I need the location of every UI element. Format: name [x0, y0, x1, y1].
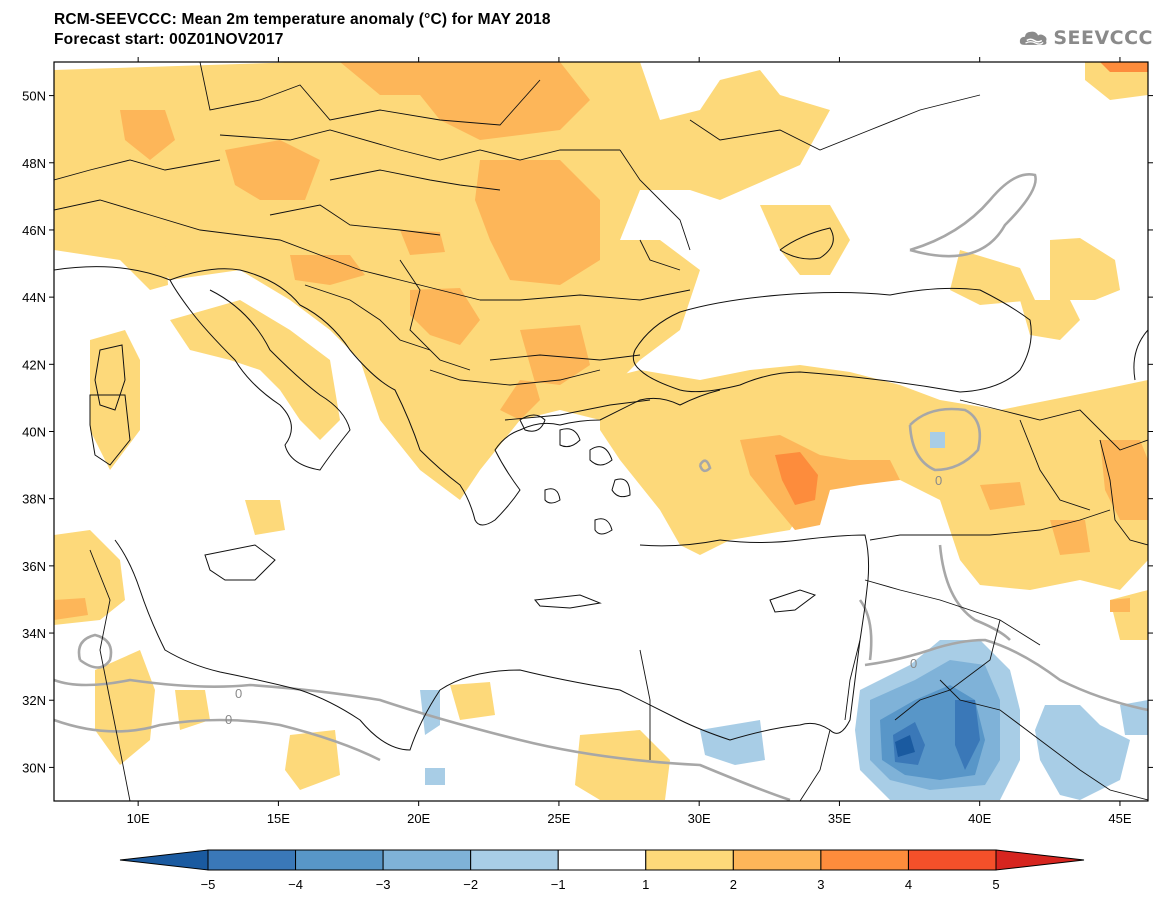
colorbar-segment — [645, 849, 734, 871]
anomaly-2-3-fill — [54, 62, 1148, 620]
contour-label-0c: 0 — [235, 686, 242, 701]
colorbar-segment — [557, 849, 647, 871]
logo-text: SEEVCCC — [1053, 27, 1153, 49]
cloud-icon — [1019, 31, 1047, 45]
latitude-axis: 30N 32N 34N 36N 38N 40N 42N 44N 46N 48N 50N — [22, 89, 1153, 775]
lon-tick-label: 30E — [688, 811, 711, 826]
colorbar-label: 5 — [992, 877, 999, 892]
colorbar-label: −2 — [463, 877, 478, 892]
coastlines — [54, 227, 1148, 751]
colorbar-segment — [995, 849, 1085, 871]
lon-tick-label: 15E — [267, 811, 290, 826]
colorbar-label: −1 — [551, 877, 566, 892]
contour-labels: 0 0 0 0 — [225, 473, 942, 727]
anomaly-lt-neg5-fill — [895, 735, 915, 757]
lat-tick-label: 44N — [22, 290, 46, 305]
lat-tick-label: 50N — [22, 89, 46, 104]
colorbar-segment — [119, 849, 209, 871]
seevccc-logo: SEEVCCC — [1018, 22, 1153, 54]
colorbar-label: 4 — [905, 877, 912, 892]
zero-contours — [54, 173, 1148, 801]
lat-tick-label: 34N — [22, 626, 46, 641]
anomaly-3-4-fill — [775, 62, 1148, 505]
title-line-1: RCM-SEEVCCC: Mean 2m temperature anomaly… — [54, 11, 551, 28]
lat-tick-label: 48N — [22, 156, 46, 171]
colorbar-segment — [470, 849, 559, 871]
lat-tick-label: 38N — [22, 492, 46, 507]
colorbar-label: 3 — [817, 877, 824, 892]
lon-tick-label: 20E — [407, 811, 430, 826]
contour-label-0d: 0 — [225, 712, 232, 727]
contour-label-0a: 0 — [935, 473, 942, 488]
title-line-2: Forecast start: 00Z01NOV2017 — [54, 31, 284, 48]
lon-tick-label: 45E — [1108, 811, 1131, 826]
lat-tick-label: 46N — [22, 223, 46, 238]
lon-tick-label: 40E — [968, 811, 991, 826]
colorbar-segment — [207, 849, 297, 871]
colorbar-label: 1 — [642, 877, 649, 892]
map-title: RCM-SEEVCCC: Mean 2m temperature anomaly… — [54, 10, 551, 50]
colorbar-segment — [907, 849, 997, 871]
lat-tick-label: 30N — [22, 760, 46, 775]
colorbar-segment — [820, 849, 909, 871]
colorbar-segment — [732, 849, 822, 871]
lat-tick-label: 42N — [22, 357, 46, 372]
colorbar-segment — [382, 849, 472, 871]
lon-tick-label: 35E — [828, 811, 851, 826]
colorbar-label: 2 — [730, 877, 737, 892]
longitude-axis: 10E 15E 20E 25E 30E 35E 40E 45E — [127, 57, 1132, 826]
colorbar-label: −5 — [201, 877, 216, 892]
colorbar-label: −4 — [288, 877, 303, 892]
lon-tick-label: 25E — [547, 811, 570, 826]
colorbar: −5 −4 −3 −2 −1 1 2 3 4 5 — [119, 849, 1085, 892]
colorbar-label: −3 — [376, 877, 391, 892]
map-plot-area: 0 0 0 0 — [54, 62, 1148, 801]
contour-label-0b: 0 — [910, 656, 917, 671]
lat-tick-label: 32N — [22, 693, 46, 708]
lat-tick-label: 36N — [22, 559, 46, 574]
lon-tick-label: 10E — [127, 811, 150, 826]
colorbar-segment — [295, 849, 384, 871]
lat-tick-label: 40N — [22, 425, 46, 440]
country-borders — [54, 62, 1148, 801]
